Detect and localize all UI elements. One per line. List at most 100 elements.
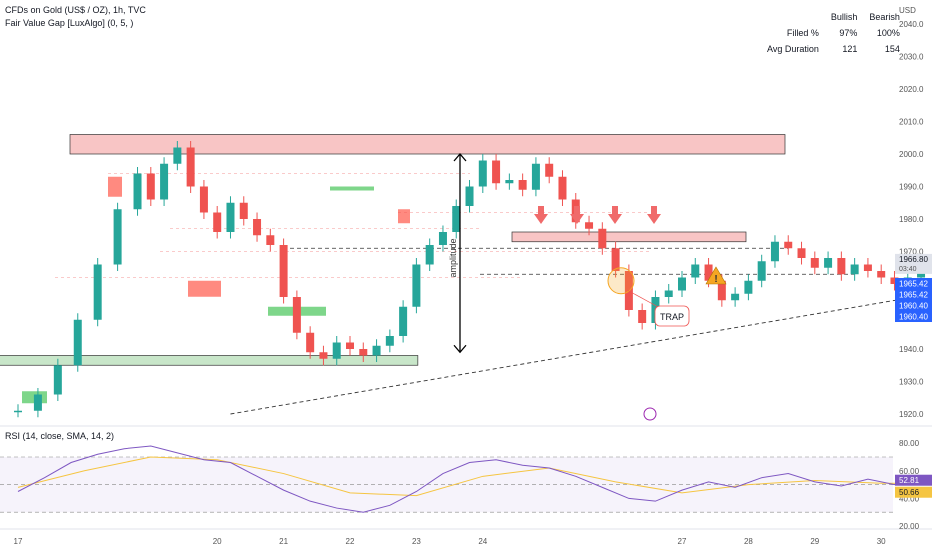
stats-row-label: Avg Duration xyxy=(767,44,819,54)
price-tick-label: 1940.0 xyxy=(899,345,924,354)
rsi-value-label: 52.81 xyxy=(899,476,920,485)
rsi-ma-line xyxy=(17,456,932,497)
time-tick-label: 17 xyxy=(14,537,23,546)
fvg-bear-box xyxy=(108,176,122,197)
candle-body xyxy=(319,352,328,359)
rsi-tick-label: 80.00 xyxy=(899,439,920,448)
price-tick-label: 1990.0 xyxy=(899,183,924,192)
fvg-bear-box xyxy=(398,209,410,224)
price-tick-label: 1980.0 xyxy=(899,215,924,224)
stats-header-blank xyxy=(762,10,824,24)
price-tick-label: 1970.0 xyxy=(899,248,924,257)
candle-body xyxy=(213,212,222,232)
candle-body xyxy=(664,290,673,297)
demand-zone xyxy=(0,355,419,366)
fvg-stats-table: Bullish Bearish Filled % 97% 100% Avg Du… xyxy=(760,8,907,58)
candle-body xyxy=(770,241,779,262)
candle-body xyxy=(173,147,182,164)
rsi-tick-label: 40.00 xyxy=(899,494,920,503)
stats-header-bullish: Bullish xyxy=(830,12,858,22)
candle-body xyxy=(585,222,594,229)
bearish-arrow-icon xyxy=(570,206,584,224)
price-tick-label: 2030.0 xyxy=(899,53,924,62)
candle-body xyxy=(810,258,819,268)
rsi-line xyxy=(17,445,932,513)
candle-body xyxy=(186,147,195,187)
candle-body xyxy=(452,206,461,232)
stats-cell: 154 xyxy=(884,44,900,54)
candle-body xyxy=(292,297,301,333)
price-tick-label: 2010.0 xyxy=(899,118,924,127)
price-label-tag xyxy=(895,278,932,289)
stats-header-bearish: Bearish xyxy=(869,12,900,22)
price-label-tag xyxy=(895,289,932,300)
candle-body xyxy=(784,241,793,249)
time-tick-label: 28 xyxy=(744,537,753,546)
candle-body xyxy=(558,176,567,200)
time-tick-label: 24 xyxy=(478,537,487,546)
supply-zone xyxy=(69,134,786,155)
candle-body xyxy=(598,228,607,249)
candle-body xyxy=(412,264,421,307)
bearish-arrow-icon xyxy=(534,206,548,224)
trap-highlight-circle xyxy=(607,267,635,295)
trap-pointer-line xyxy=(627,290,661,309)
candle-body xyxy=(797,248,806,258)
candle-body xyxy=(425,245,434,265)
amplitude-arrow-head-bottom xyxy=(453,344,467,354)
stats-cell: 121 xyxy=(842,44,858,54)
time-tick-label: 20 xyxy=(213,537,222,546)
time-tick-label: 30 xyxy=(877,537,886,546)
candle-body xyxy=(890,277,899,284)
candle-body xyxy=(478,160,487,187)
candle-body xyxy=(253,219,262,236)
candle-body xyxy=(113,209,122,265)
warning-icon-mark: ! xyxy=(714,274,717,285)
trap-label-box xyxy=(654,305,690,327)
price-tick-label: 1920.0 xyxy=(899,410,924,419)
rsi-ma-value-label: 50.66 xyxy=(899,488,920,497)
candle-body xyxy=(837,258,846,275)
candle-body xyxy=(332,342,341,359)
currency-label: USD xyxy=(899,6,916,15)
candle-body xyxy=(505,180,514,184)
rsi-value-tag xyxy=(895,474,932,486)
price-tick-label: 1930.0 xyxy=(899,378,924,387)
warning-icon xyxy=(705,266,727,285)
time-tick-label: 22 xyxy=(346,537,355,546)
stats-cell: 100% xyxy=(876,28,900,38)
price-label-tag xyxy=(895,311,932,322)
candle-body xyxy=(266,235,275,245)
candle-body xyxy=(757,261,766,281)
candle-body xyxy=(518,180,527,190)
candle-body xyxy=(73,319,82,366)
candle-body xyxy=(678,277,686,291)
candle-body xyxy=(465,186,474,206)
candle-body xyxy=(226,202,235,232)
candle-body xyxy=(611,248,620,271)
stats-cell: 97% xyxy=(839,28,858,38)
candle-body xyxy=(133,173,142,210)
candle-body xyxy=(438,232,447,245)
price-label: 1960.40 xyxy=(899,302,928,311)
bearish-arrow-icon xyxy=(647,206,661,224)
price-tick-label: 2000.0 xyxy=(899,150,924,159)
countdown-label: 03:40 xyxy=(899,266,917,273)
candle-body xyxy=(638,310,647,323)
amplitude-arrow-head-top xyxy=(453,153,467,162)
candle-body xyxy=(731,293,740,301)
price-tick-label: 2020.0 xyxy=(899,85,924,94)
candle-body xyxy=(717,280,726,301)
candle-body xyxy=(531,163,540,190)
price-label: 1965.42 xyxy=(899,291,928,300)
amplitude-label: amplitude xyxy=(448,238,458,277)
fvg-bear-box xyxy=(188,280,221,297)
supply-zone xyxy=(511,231,747,243)
price-label-tag xyxy=(895,300,932,311)
candle-body xyxy=(691,264,700,278)
candle-body xyxy=(239,202,248,219)
rsi-tick-label: 60.00 xyxy=(899,467,920,476)
candle-body xyxy=(33,394,42,411)
candle-body xyxy=(359,349,368,356)
